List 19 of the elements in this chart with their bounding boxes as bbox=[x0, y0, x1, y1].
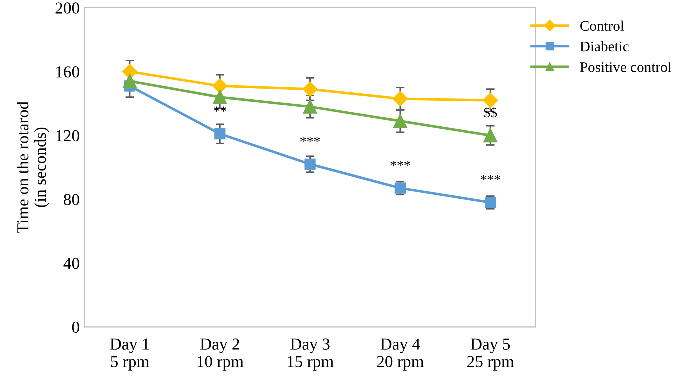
x-tick-label: Day 1 5 rpm bbox=[110, 338, 150, 371]
annotation: *** bbox=[480, 175, 500, 180]
y-tick-label: 80 bbox=[64, 194, 80, 206]
y-axis-title: Time on the rotarod (in seconds) bbox=[16, 102, 50, 234]
annotation: *** bbox=[300, 137, 320, 142]
annotation: *** bbox=[390, 160, 410, 166]
y-tick-label: 0 bbox=[72, 322, 80, 334]
y-tick-label: 200 bbox=[56, 2, 80, 14]
y-tick-label: 120 bbox=[56, 130, 80, 142]
legend-label: Positive control bbox=[580, 62, 672, 72]
x-tick-label: Day 4 20 rpm bbox=[377, 338, 424, 371]
x-tick-label: Day 2 10 rpm bbox=[198, 338, 244, 371]
legend-label: Diabetic bbox=[580, 41, 629, 52]
x-tick-label: Day 5 25 rpm bbox=[467, 338, 514, 371]
x-tick-label: Day 3 15 rpm bbox=[288, 338, 334, 371]
y-tick-label: 160 bbox=[56, 66, 80, 78]
legend-label: Control bbox=[580, 20, 624, 32]
annotation: $$ bbox=[484, 107, 498, 118]
y-tick-label: 40 bbox=[64, 258, 80, 270]
